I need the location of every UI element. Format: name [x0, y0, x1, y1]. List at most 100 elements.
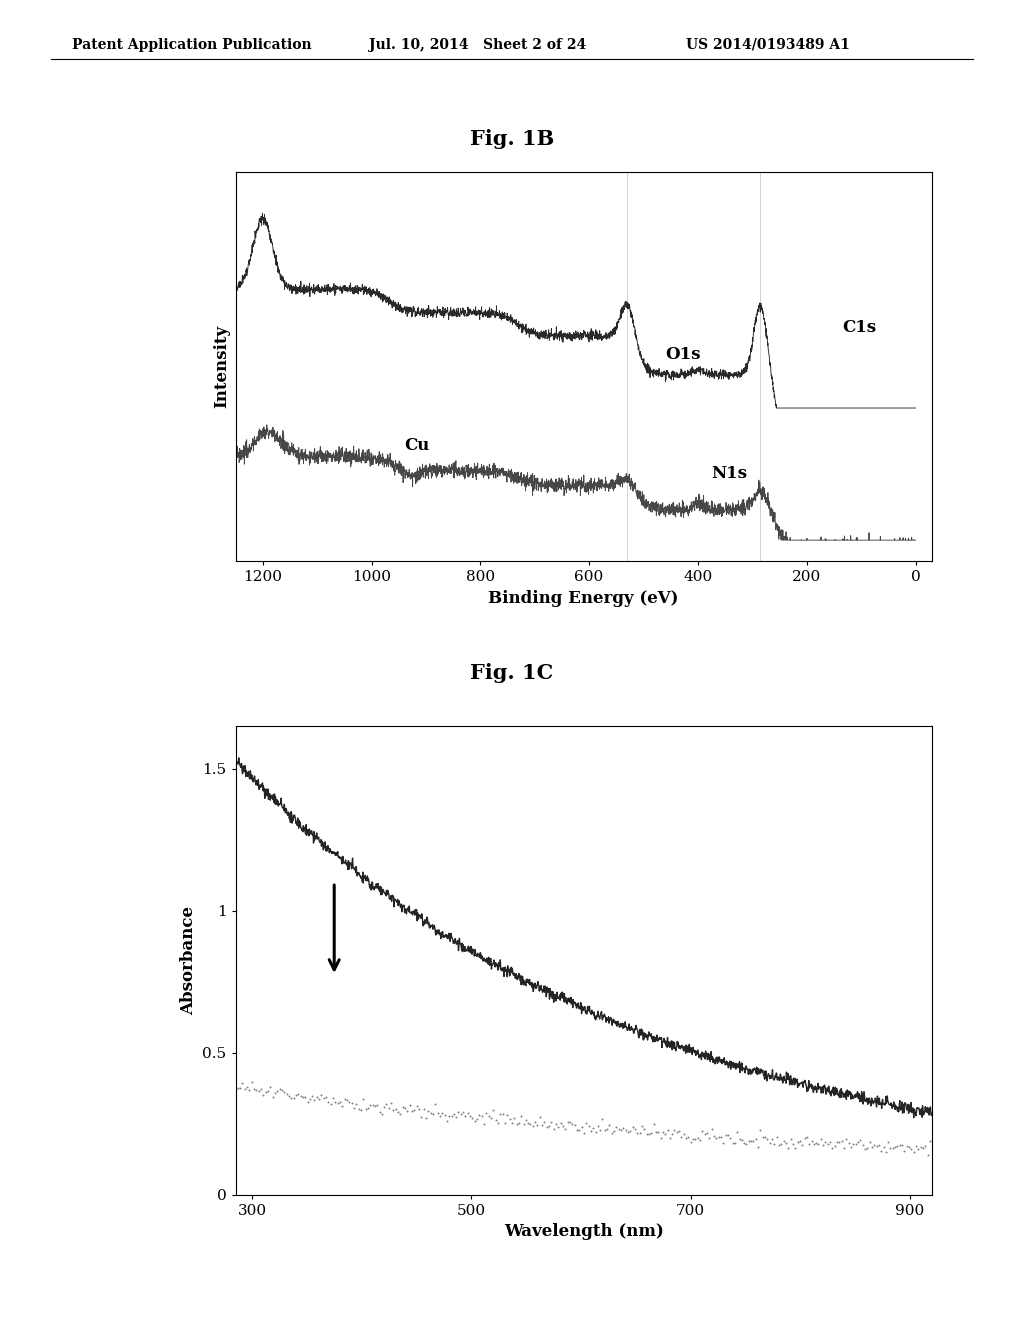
Point — [603, 1122, 620, 1143]
Point — [868, 1135, 885, 1156]
Point — [546, 1118, 562, 1139]
Point — [339, 1089, 355, 1110]
Point — [648, 1121, 665, 1142]
Point — [799, 1127, 815, 1148]
Point — [246, 1078, 262, 1100]
Point — [555, 1115, 571, 1137]
Point — [910, 1138, 927, 1159]
Point — [850, 1131, 866, 1152]
Point — [548, 1114, 564, 1135]
Point — [815, 1134, 831, 1155]
Point — [573, 1117, 590, 1138]
Point — [883, 1138, 899, 1159]
Point — [293, 1086, 309, 1107]
Point — [362, 1094, 379, 1115]
Point — [478, 1102, 495, 1123]
Point — [784, 1134, 801, 1155]
Point — [497, 1113, 513, 1134]
Point — [766, 1133, 782, 1154]
Point — [575, 1123, 592, 1144]
Point — [615, 1117, 632, 1138]
Point — [409, 1096, 425, 1117]
Point — [866, 1134, 883, 1155]
Point — [727, 1133, 743, 1154]
Text: Cu: Cu — [404, 437, 429, 454]
Point — [290, 1084, 306, 1105]
Point — [394, 1096, 411, 1117]
Text: Patent Application Publication: Patent Application Publication — [72, 38, 311, 51]
Point — [524, 1115, 541, 1137]
Point — [715, 1133, 731, 1154]
Point — [583, 1121, 599, 1142]
Point — [365, 1094, 381, 1115]
Point — [885, 1138, 901, 1159]
Point — [623, 1121, 639, 1142]
Point — [443, 1105, 460, 1126]
Point — [511, 1113, 527, 1134]
Point — [722, 1127, 738, 1148]
Point — [703, 1118, 720, 1139]
Point — [264, 1086, 281, 1107]
Point — [260, 1081, 276, 1102]
Point — [269, 1081, 286, 1102]
Point — [337, 1089, 353, 1110]
Point — [578, 1113, 594, 1134]
Point — [493, 1104, 509, 1125]
Point — [625, 1117, 641, 1138]
Point — [520, 1113, 537, 1134]
Point — [315, 1088, 332, 1109]
Point — [698, 1122, 715, 1143]
Point — [557, 1119, 573, 1140]
Point — [905, 1140, 922, 1162]
Point — [701, 1127, 718, 1148]
Point — [279, 1084, 295, 1105]
Point — [487, 1109, 504, 1130]
Point — [529, 1114, 546, 1135]
Point — [562, 1111, 579, 1133]
Point — [273, 1080, 290, 1101]
Point — [641, 1123, 657, 1144]
Point — [797, 1127, 813, 1148]
Point — [617, 1119, 634, 1140]
Point — [638, 1123, 654, 1144]
Point — [262, 1077, 279, 1098]
Point — [378, 1093, 394, 1114]
Point — [901, 1137, 918, 1158]
Point — [390, 1102, 407, 1123]
Point — [304, 1085, 321, 1106]
Point — [227, 1078, 244, 1100]
Point — [824, 1138, 841, 1159]
Point — [834, 1131, 850, 1152]
Point — [597, 1119, 613, 1140]
Point — [836, 1138, 852, 1159]
Text: Jul. 10, 2014   Sheet 2 of 24: Jul. 10, 2014 Sheet 2 of 24 — [369, 38, 586, 51]
Point — [506, 1107, 522, 1129]
Point — [411, 1098, 427, 1119]
Point — [659, 1119, 676, 1140]
Point — [232, 1077, 249, 1098]
Point — [683, 1133, 699, 1154]
Point — [608, 1117, 625, 1138]
Point — [499, 1104, 515, 1125]
Point — [720, 1123, 736, 1144]
Point — [632, 1122, 648, 1143]
Point — [780, 1137, 797, 1158]
Point — [585, 1118, 601, 1139]
Point — [438, 1111, 455, 1133]
Point — [434, 1102, 451, 1123]
Point — [627, 1118, 643, 1139]
Point — [650, 1122, 667, 1143]
Point — [810, 1134, 826, 1155]
Point — [839, 1129, 855, 1150]
Point — [392, 1104, 409, 1125]
Point — [745, 1131, 762, 1152]
Point — [588, 1122, 604, 1143]
Point — [680, 1126, 696, 1147]
Point — [664, 1123, 680, 1144]
Point — [880, 1131, 896, 1152]
Point — [645, 1114, 662, 1135]
Point — [694, 1121, 711, 1142]
Point — [848, 1133, 864, 1154]
Point — [870, 1135, 887, 1156]
Point — [388, 1098, 404, 1119]
